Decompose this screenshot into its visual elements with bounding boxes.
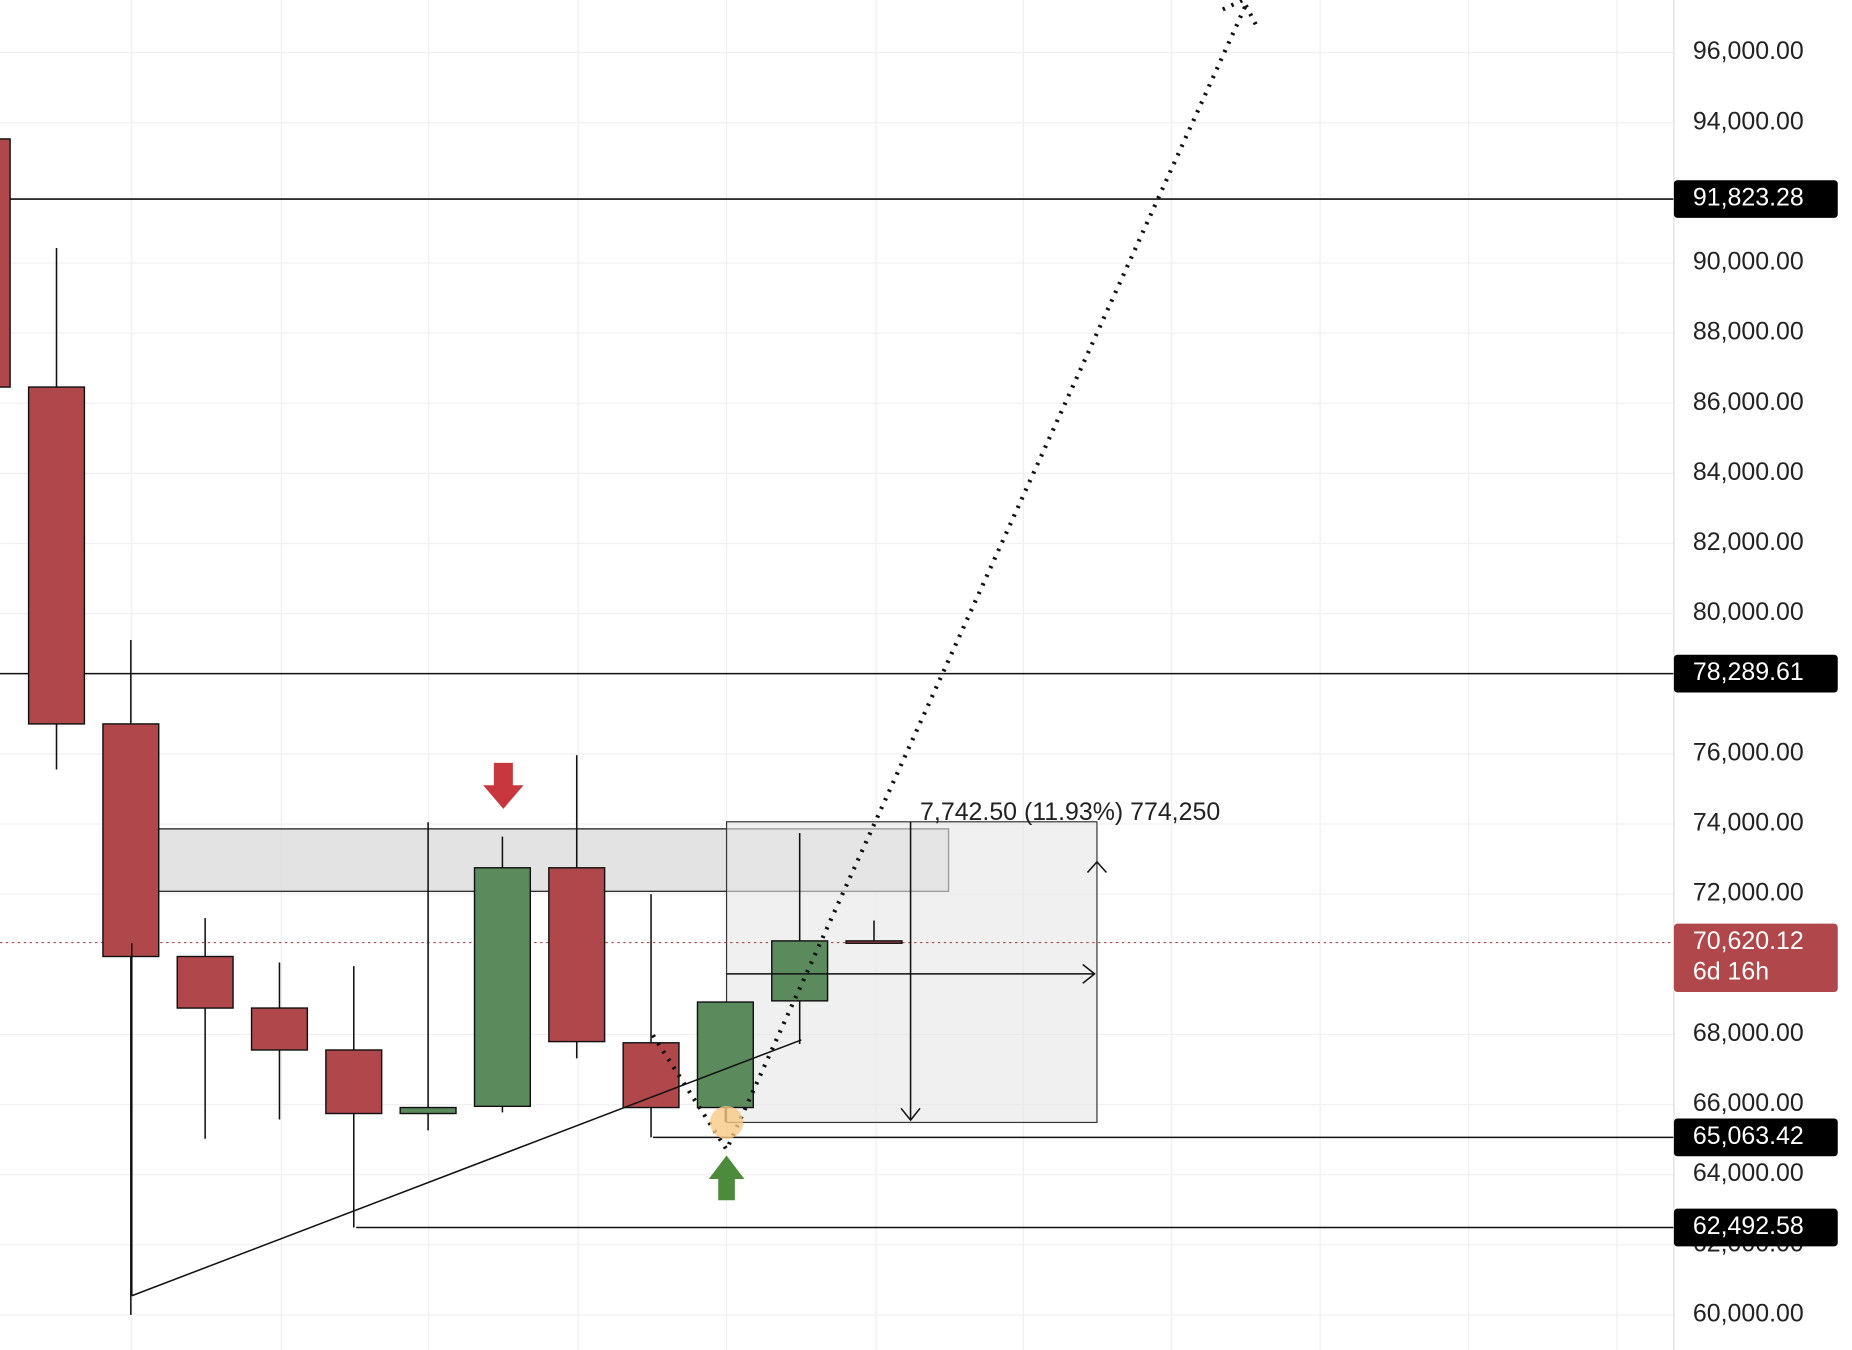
candle-body [771, 940, 829, 1002]
arrow-head [1082, 963, 1096, 984]
candle-body [473, 867, 532, 1108]
y-tick-label: 64,000.00 [1693, 1160, 1804, 1187]
candle-body [0, 138, 11, 388]
y-tick-label: 80,000.00 [1693, 599, 1804, 626]
candle-body [176, 955, 234, 1009]
countdown-label: 6d 16h [1693, 959, 1769, 986]
y-tick-label: 96,000.00 [1693, 38, 1804, 65]
y-tick-label: 72,000.00 [1693, 880, 1804, 907]
candle-body [250, 1007, 309, 1051]
pivot-dot [709, 1105, 744, 1139]
trend-line [131, 1039, 802, 1297]
candle-body [102, 723, 160, 958]
candle-body [27, 386, 86, 725]
level-tag [1673, 1208, 1838, 1247]
y-tick-label: 90,000.00 [1693, 249, 1804, 276]
candles [0, 138, 903, 1315]
candle-body [548, 867, 606, 1043]
current-price-label: 70,620.12 [1693, 928, 1804, 955]
level-tag-label: 62,492.58 [1693, 1213, 1804, 1240]
candle-body [845, 940, 903, 944]
drawings [131, 0, 1261, 1297]
y-tick-label: 82,000.00 [1693, 529, 1804, 556]
buy-arrow [708, 1155, 745, 1201]
y-tick-label: 68,000.00 [1693, 1020, 1804, 1047]
candle-body [399, 1106, 457, 1115]
vertical-grid [131, 0, 1618, 1350]
level-tag-label: 65,063.42 [1693, 1123, 1804, 1150]
current-price-tag [1673, 923, 1838, 993]
level-tag [1673, 654, 1838, 693]
y-tick-label: 60,000.00 [1693, 1301, 1804, 1328]
y-tick-label: 84,000.00 [1693, 459, 1804, 486]
y-tick-label: 76,000.00 [1693, 740, 1804, 767]
y-tick-label: 86,000.00 [1693, 389, 1804, 416]
level-tag [1673, 1118, 1838, 1157]
levels [0, 198, 1674, 1229]
arrow-head [900, 1107, 921, 1122]
arrow-head [1086, 860, 1108, 873]
candle-body [325, 1049, 383, 1115]
y-tick-label: 94,000.00 [1693, 108, 1804, 135]
price-tags: 91,823.28 78,289.61 65,063.42 62,492.58 70,6… [1673, 180, 1838, 1247]
sell-arrow [483, 762, 524, 809]
measure-label: 7,742.50 (11.93%) 774,250 [920, 799, 1220, 826]
projection-path [651, 2, 1249, 1154]
level-tag-label: 78,289.61 [1693, 659, 1804, 686]
price-axis: 60,000.0062,000.0064,000.0066,000.0068,0… [1693, 38, 1804, 1327]
level-tag [1673, 180, 1838, 218]
y-tick-label: 88,000.00 [1693, 319, 1804, 346]
candle-body [696, 1001, 754, 1109]
y-tick-label: 66,000.00 [1693, 1090, 1804, 1117]
y-tick-label: 74,000.00 [1693, 810, 1804, 837]
level-tag-label: 91,823.28 [1693, 185, 1804, 212]
drawings [131, 821, 1098, 1124]
